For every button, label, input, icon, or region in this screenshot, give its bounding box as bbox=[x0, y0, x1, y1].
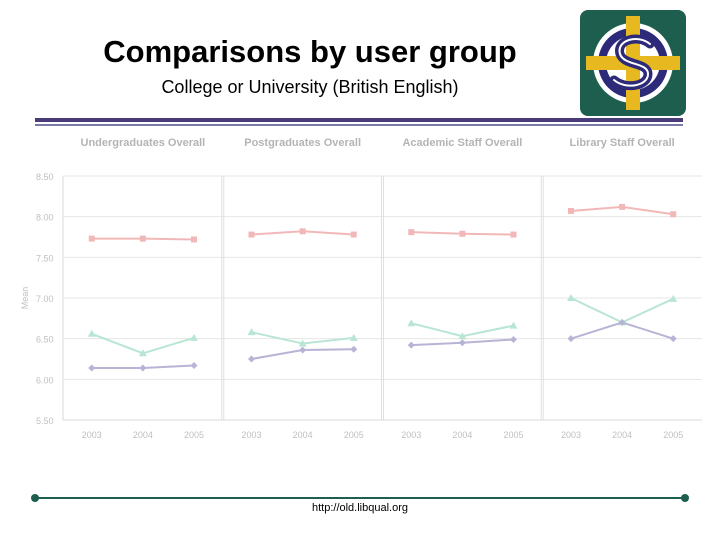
x-tick-label: 2005 bbox=[184, 430, 204, 440]
data-point-diamond bbox=[509, 335, 517, 343]
data-point-triangle bbox=[138, 349, 147, 357]
data-point-triangle bbox=[458, 332, 467, 340]
data-point-triangle bbox=[349, 333, 358, 341]
panel-title: Undergraduates Overall bbox=[81, 137, 206, 149]
y-tick-label: 8.00 bbox=[36, 213, 54, 223]
x-tick-label: 2005 bbox=[663, 430, 683, 440]
data-point-square bbox=[459, 230, 466, 237]
footer-url[interactable]: http://old.libqual.org bbox=[311, 502, 408, 514]
x-tick-label: 2004 bbox=[293, 430, 313, 440]
data-point-triangle bbox=[87, 329, 96, 337]
y-tick-label: 6.50 bbox=[36, 335, 54, 345]
data-point-square bbox=[670, 211, 677, 218]
data-point-diamond bbox=[407, 341, 415, 349]
data-point-square bbox=[299, 228, 306, 235]
x-tick-label: 2003 bbox=[241, 430, 261, 440]
data-point-square bbox=[568, 207, 575, 214]
x-tick-label: 2004 bbox=[452, 430, 472, 440]
data-point-square bbox=[139, 235, 146, 242]
data-point-square bbox=[510, 231, 517, 238]
header-divider-thin bbox=[35, 124, 683, 126]
panel-title: Academic Staff Overall bbox=[402, 137, 522, 149]
data-point-triangle bbox=[509, 321, 518, 329]
data-point-diamond bbox=[618, 318, 626, 326]
y-tick-label: 5.50 bbox=[36, 416, 54, 426]
x-tick-label: 2005 bbox=[344, 430, 364, 440]
y-tick-label: 7.00 bbox=[36, 294, 54, 304]
x-tick-label: 2003 bbox=[82, 430, 102, 440]
data-point-diamond bbox=[190, 362, 198, 370]
y-tick-label: 8.50 bbox=[36, 172, 54, 182]
x-tick-label: 2004 bbox=[612, 430, 632, 440]
x-tick-label: 2003 bbox=[401, 430, 421, 440]
data-point-diamond bbox=[567, 335, 575, 343]
data-point-square bbox=[350, 231, 357, 238]
page-subtitle: College or University (British English) bbox=[161, 77, 459, 97]
panel-title: Postgraduates Overall bbox=[244, 137, 361, 149]
y-axis-label: Mean bbox=[20, 287, 30, 310]
data-point-diamond bbox=[669, 335, 677, 343]
data-point-triangle bbox=[407, 319, 416, 327]
user-group-comparison-chart: 5.50 6.00 6.50 7.00 7.50 8.00 8.50 Mean Undergra… bbox=[20, 137, 702, 440]
x-tick-label: 2003 bbox=[561, 430, 581, 440]
data-point-diamond bbox=[139, 364, 147, 372]
data-point-triangle bbox=[567, 294, 576, 301]
page-title: Comparisons by user group bbox=[103, 34, 517, 69]
data-point-square bbox=[88, 235, 95, 242]
libqual-logo-icon bbox=[580, 10, 686, 116]
data-point-square bbox=[619, 203, 626, 210]
data-point-triangle bbox=[298, 339, 307, 347]
data-point-diamond bbox=[299, 346, 307, 354]
y-tick-label: 7.50 bbox=[36, 253, 54, 263]
data-point-square bbox=[408, 229, 415, 236]
data-point-triangle bbox=[189, 333, 198, 341]
data-point-diamond bbox=[458, 339, 466, 347]
data-point-diamond bbox=[88, 364, 96, 372]
panel-title: Library Staff Overall bbox=[570, 137, 675, 149]
data-point-diamond bbox=[248, 355, 256, 363]
x-tick-label: 2005 bbox=[503, 430, 523, 440]
y-tick-label: 6.00 bbox=[36, 375, 54, 385]
x-tick-label: 2004 bbox=[133, 430, 153, 440]
header-divider bbox=[35, 118, 683, 122]
data-point-square bbox=[190, 236, 197, 243]
data-point-square bbox=[248, 231, 255, 238]
data-point-triangle bbox=[247, 328, 256, 336]
data-point-triangle bbox=[669, 294, 678, 302]
footer-dot-right bbox=[681, 494, 689, 502]
data-point-diamond bbox=[350, 345, 358, 353]
footer-divider bbox=[35, 497, 685, 499]
